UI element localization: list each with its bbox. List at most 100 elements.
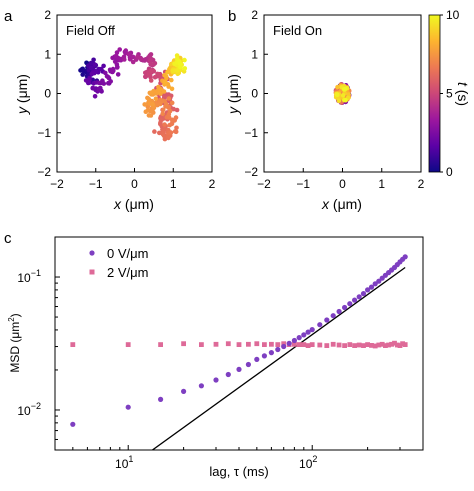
trajectory-point [169, 117, 175, 123]
y-tick-label: 0 [251, 87, 258, 101]
x-tick-label: −1 [89, 177, 103, 191]
cluster-point [335, 84, 340, 90]
y-axis-label-a: y (μm) [14, 74, 30, 115]
point-0V [402, 254, 408, 260]
reference-line [151, 266, 406, 450]
trajectory-point [158, 91, 163, 96]
point-2V [397, 343, 403, 348]
trajectory-point [182, 57, 187, 63]
point-0V [225, 371, 231, 378]
legend: 0 V/μm 2 V/μm [89, 246, 148, 280]
legend-label-0V: 0 V/μm [107, 246, 148, 261]
point-0V [245, 361, 251, 368]
panel-label-c: c [4, 230, 12, 247]
point-2V [394, 342, 400, 348]
trajectory-point [122, 57, 127, 62]
point-0V [286, 340, 292, 346]
point-2V [181, 341, 186, 347]
trajectory-point [148, 68, 154, 74]
trajectory-point [150, 102, 156, 107]
trajectory-point [177, 59, 182, 64]
trajectory-point [168, 130, 174, 135]
point-0V [342, 304, 348, 311]
y-tick-label: −1 [37, 126, 51, 140]
point-2V [292, 341, 297, 347]
point-0V [254, 356, 260, 362]
colorbar-tick-label: 10 [446, 8, 460, 22]
point-2V [296, 342, 302, 347]
panel-label-b: b [228, 8, 236, 25]
annotation-field-off: Field Off [66, 23, 115, 38]
point-2V [379, 341, 385, 347]
y-tick-label: −2 [244, 165, 258, 179]
trajectory-point [153, 96, 159, 101]
point-0V [305, 329, 311, 335]
point-0V [181, 388, 187, 394]
y-tick-label: 2 [251, 8, 258, 22]
colorbar-ticks: 10 5 0 [440, 8, 460, 179]
point-2V [389, 341, 394, 347]
trajectory-point [152, 74, 158, 80]
point-0V [301, 332, 307, 338]
trajectory-point [142, 102, 147, 107]
plot-frame-a [56, 14, 213, 173]
y-tick-label: −2 [37, 165, 51, 179]
trajectory-point [165, 69, 170, 75]
legend-marker-2V [89, 269, 95, 275]
point-0V [309, 327, 315, 333]
x-axis-label-a: x (μm) [113, 196, 154, 212]
y-tick-label: 10−1 [17, 268, 41, 285]
x-tick-label: 0 [339, 177, 346, 191]
point-2V [365, 342, 370, 347]
trajectory-point [169, 77, 174, 83]
point-2V [369, 343, 374, 348]
point-2V [262, 342, 267, 347]
point-0V [330, 313, 336, 319]
point-2V [402, 342, 408, 347]
trajectory-point [146, 113, 152, 118]
trajectory-point [88, 60, 94, 66]
trajectory-point [155, 102, 160, 108]
legend-marker-0V [89, 250, 95, 256]
point-0V [281, 343, 287, 350]
x-tick-label: −1 [296, 177, 310, 191]
trajectory-field-off [78, 47, 188, 142]
trajectory-point [146, 72, 152, 77]
point-2V [347, 342, 353, 347]
point-2V [281, 341, 287, 347]
point-2V [275, 342, 281, 347]
trajectory-point [89, 71, 95, 77]
colorbar-tick-label: 0 [446, 165, 453, 179]
trajectory-point [158, 87, 164, 92]
point-0V [213, 377, 219, 383]
trajectory-point [162, 122, 167, 127]
point-0V [70, 421, 76, 427]
trajectory-point [96, 87, 102, 93]
axis-ticks-c: 101 102 10−2 10−1 [17, 236, 424, 471]
axis-ticks-b: −2 −1 0 1 2 −2 −1 0 1 2 [244, 8, 424, 191]
point-0V [360, 291, 367, 297]
trajectory-point [115, 72, 121, 77]
point-0V [368, 284, 375, 290]
trajectory-point [101, 63, 106, 69]
x-tick-label: 101 [115, 454, 133, 471]
axis-ticks-a: −2 −1 0 1 2 −2 −1 0 1 2 [37, 8, 215, 191]
x-tick-label: 0 [131, 177, 138, 191]
cluster-field-on [333, 82, 352, 105]
point-0V [275, 346, 281, 353]
trajectory-point [103, 70, 108, 76]
point-0V [158, 396, 164, 402]
y-tick-label: −1 [244, 126, 258, 140]
point-0V [372, 281, 378, 287]
trajectory-point [160, 111, 165, 117]
point-0V [291, 337, 297, 344]
point-2V [342, 343, 347, 348]
colorbar-tick-label: 5 [446, 87, 453, 101]
colorbar-label: t (s) [455, 82, 471, 106]
point-2V [336, 342, 342, 348]
trajectory-point [163, 74, 169, 79]
annotation-field-on: Field On [273, 23, 322, 38]
colorbar [428, 14, 441, 173]
x-axis-label-c: lag, τ (ms) [209, 464, 268, 479]
